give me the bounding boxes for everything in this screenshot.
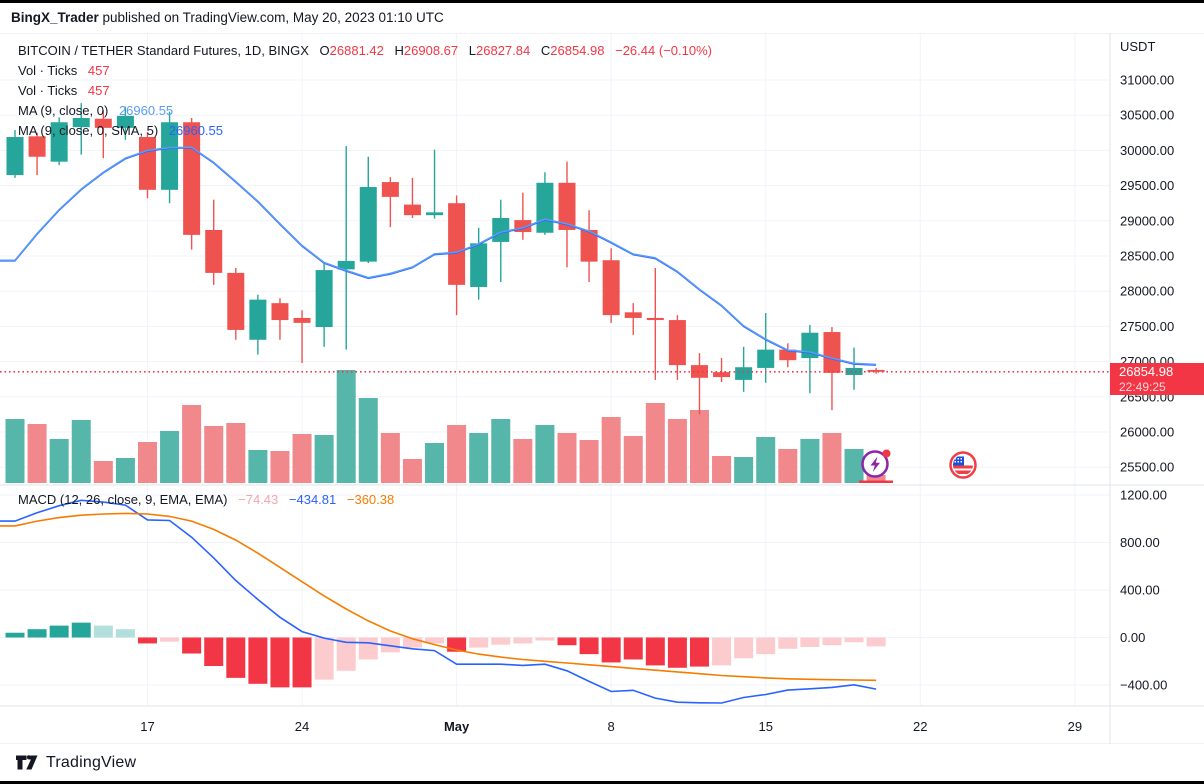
change-value: −26.44 (−0.10%) (615, 43, 712, 58)
low-value: 26827.84 (476, 43, 531, 58)
snapshot-header: BingX_Trader published on TradingView.co… (0, 3, 1204, 33)
svg-text:31000.00: 31000.00 (1120, 73, 1174, 88)
tradingview-logo-icon[interactable] (16, 753, 38, 772)
macd-hist-value: −74.43 (238, 492, 279, 507)
macd-histogram (5, 622, 886, 688)
ma-slow-line (0, 147, 877, 366)
svg-text:1200.00: 1200.00 (1120, 488, 1167, 503)
volume-legend-row-2[interactable]: Vol · Ticks 457 (18, 83, 110, 98)
symbol-title[interactable]: BITCOIN / TETHER Standard Futures, 1D, B… (18, 43, 309, 58)
svg-text:800.00: 800.00 (1120, 535, 1160, 550)
svg-text:22: 22 (913, 719, 927, 734)
snapshot-footer: TradingView (0, 744, 1204, 781)
svg-text:26000.00: 26000.00 (1120, 425, 1174, 440)
high-value: 26908.67 (403, 43, 459, 58)
ma1-value: 26960.55 (118, 103, 174, 118)
macd-lines (0, 499, 877, 704)
open-value: 26881.42 (329, 43, 384, 58)
macd-line (0, 499, 877, 704)
macd-signal-line (0, 512, 877, 682)
close-value: 26854.98 (550, 43, 605, 58)
us-flag-event-icon[interactable] (948, 450, 978, 485)
macd-signal-value: −360.38 (346, 492, 395, 507)
ma-fast-line (0, 146, 877, 366)
svg-text:27500.00: 27500.00 (1120, 319, 1174, 334)
volume-legend-row-1[interactable]: Vol · Ticks 457 (18, 63, 110, 78)
bottom-border (0, 781, 1204, 784)
brand-name[interactable]: TradingView (46, 753, 137, 771)
svg-text:25500.00: 25500.00 (1120, 460, 1174, 475)
svg-text:30000.00: 30000.00 (1120, 143, 1174, 158)
last-price-value: 26854.98 (1119, 364, 1174, 379)
svg-text:30500.00: 30500.00 (1120, 108, 1174, 123)
svg-text:29000.00: 29000.00 (1120, 213, 1174, 228)
header-suffix: published on TradingView.com, May 20, 20… (98, 10, 444, 25)
svg-text:May: May (444, 719, 470, 734)
ma-legend-row-1[interactable]: MA (9, close, 0) 26960.55 (18, 103, 174, 118)
svg-text:8: 8 (608, 719, 615, 734)
symbol-legend-row[interactable]: BITCOIN / TETHER Standard Futures, 1D, B… (18, 43, 712, 58)
svg-text:28500.00: 28500.00 (1120, 249, 1174, 264)
svg-text:29: 29 (1068, 719, 1082, 734)
volume-value-1: 457 (87, 63, 110, 78)
author-name: BingX_Trader (11, 10, 99, 25)
svg-text:29500.00: 29500.00 (1120, 178, 1174, 193)
ma-lines (0, 146, 877, 366)
last-price-label: 26854.98 22:49:25 (1110, 363, 1204, 395)
ma2-value: 26960.55 (168, 123, 224, 138)
price-axis-labels[interactable]: USDT 31000.00 30500.00 30000.00 29500.00 2900… (1120, 39, 1174, 475)
main-chart-legend: BITCOIN / TETHER Standard Futures, 1D, B… (18, 41, 712, 141)
svg-text:28000.00: 28000.00 (1120, 284, 1174, 299)
volume-layer (5, 370, 886, 483)
macd-legend-row[interactable]: MACD (12, 26, close, 9, EMA, EMA) −74.43… (18, 492, 395, 507)
svg-text:15: 15 (758, 719, 772, 734)
svg-text:−400.00: −400.00 (1120, 678, 1167, 693)
top-border (0, 0, 1204, 3)
axis-currency-label: USDT (1120, 39, 1155, 54)
svg-text:24: 24 (295, 719, 309, 734)
time-axis-labels[interactable]: 17 24 May 8 15 22 29 (140, 719, 1082, 734)
svg-text:0.00: 0.00 (1120, 630, 1145, 645)
ma-legend-row-2[interactable]: MA (9, close, 0, SMA, 5) 26960.55 (18, 123, 224, 138)
macd-line-value: −434.81 (288, 492, 337, 507)
svg-text:17: 17 (140, 719, 154, 734)
svg-text:400.00: 400.00 (1120, 583, 1160, 598)
bar-countdown: 22:49:25 (1119, 380, 1166, 394)
macd-axis-labels[interactable]: 1200.00 800.00 400.00 0.00 −400.00 (1120, 488, 1167, 693)
volume-value-2: 457 (87, 83, 110, 98)
flash-event-icon[interactable] (859, 447, 895, 490)
